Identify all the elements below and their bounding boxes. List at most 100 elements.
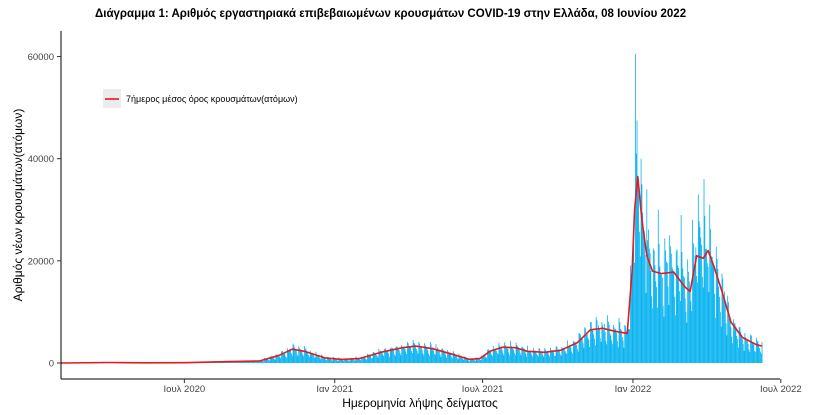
bar [284, 353, 286, 363]
bar [469, 361, 470, 363]
bar [576, 344, 577, 363]
bar [533, 350, 535, 363]
bar [375, 353, 376, 363]
bar [666, 263, 668, 363]
bar [755, 337, 757, 363]
bar [456, 355, 457, 363]
bar [385, 351, 387, 363]
bar [257, 361, 259, 363]
bar [647, 240, 649, 363]
bar [568, 345, 570, 363]
bar [304, 348, 306, 363]
line-series [60, 175, 763, 364]
bar [254, 361, 256, 363]
bar [514, 355, 516, 363]
bar [633, 230, 635, 363]
bar [610, 335, 612, 363]
bar [692, 219, 693, 363]
bar [559, 350, 560, 363]
bar [754, 351, 756, 363]
bar [548, 354, 550, 363]
bar [479, 359, 481, 363]
bar [228, 362, 229, 363]
bar [580, 334, 582, 363]
bar [527, 350, 529, 363]
bar [735, 326, 737, 363]
bar [619, 322, 621, 363]
bar [565, 352, 567, 363]
bar [256, 361, 258, 363]
bar [438, 350, 439, 363]
bar [626, 331, 627, 363]
bar [734, 323, 736, 363]
bar [516, 345, 518, 363]
bar [601, 321, 603, 363]
bar [409, 346, 411, 363]
bar [519, 352, 521, 363]
bar [709, 204, 711, 363]
bar [483, 355, 484, 363]
bar [554, 355, 555, 363]
bar [331, 360, 333, 363]
bar [366, 359, 367, 363]
bar [536, 354, 538, 363]
bar [686, 322, 688, 363]
bar [758, 344, 760, 363]
bar [261, 360, 263, 363]
bar [512, 348, 514, 363]
bar [331, 359, 332, 363]
bar [392, 348, 394, 363]
bar [551, 350, 553, 363]
y-tick-label: 0 [49, 359, 54, 370]
bar [668, 304, 670, 363]
bar [649, 253, 651, 363]
bar [395, 346, 397, 363]
bar [402, 346, 403, 363]
bar [434, 353, 435, 363]
bar [330, 359, 332, 363]
y-tick-label: 20000 [28, 256, 54, 267]
bar [667, 286, 669, 363]
bar [487, 349, 488, 363]
bar [285, 356, 287, 363]
chart-title: Διάγραμμα 1: Αριθμός εργαστηριακά επιβεβ… [95, 8, 686, 20]
bar [362, 357, 363, 363]
bar [532, 347, 534, 363]
bar [356, 357, 358, 363]
bar [509, 355, 510, 363]
bar [323, 357, 325, 363]
bar [412, 340, 414, 363]
bar [681, 252, 683, 363]
bar [413, 342, 415, 363]
bar [442, 350, 444, 363]
bar [560, 355, 562, 363]
bar [420, 346, 422, 363]
bar [575, 342, 577, 363]
bar [527, 345, 528, 363]
bar [760, 353, 762, 363]
bar [652, 308, 653, 363]
bar [355, 356, 357, 363]
bar [358, 358, 359, 363]
bar [546, 351, 548, 363]
bar [599, 328, 600, 363]
bar [679, 291, 680, 363]
bar [600, 341, 602, 363]
bar [361, 356, 363, 363]
bar [612, 344, 613, 363]
bar [611, 340, 613, 363]
bar [595, 316, 597, 363]
bar [443, 352, 445, 363]
bar [528, 351, 530, 363]
bar [238, 361, 240, 363]
bar [730, 327, 732, 363]
bar [317, 355, 318, 363]
bar [465, 356, 466, 363]
bar [302, 354, 304, 363]
bar [745, 337, 747, 363]
bar [389, 356, 390, 363]
bar [722, 278, 724, 363]
bar [713, 267, 715, 363]
bar [669, 235, 671, 363]
bar [414, 343, 416, 363]
